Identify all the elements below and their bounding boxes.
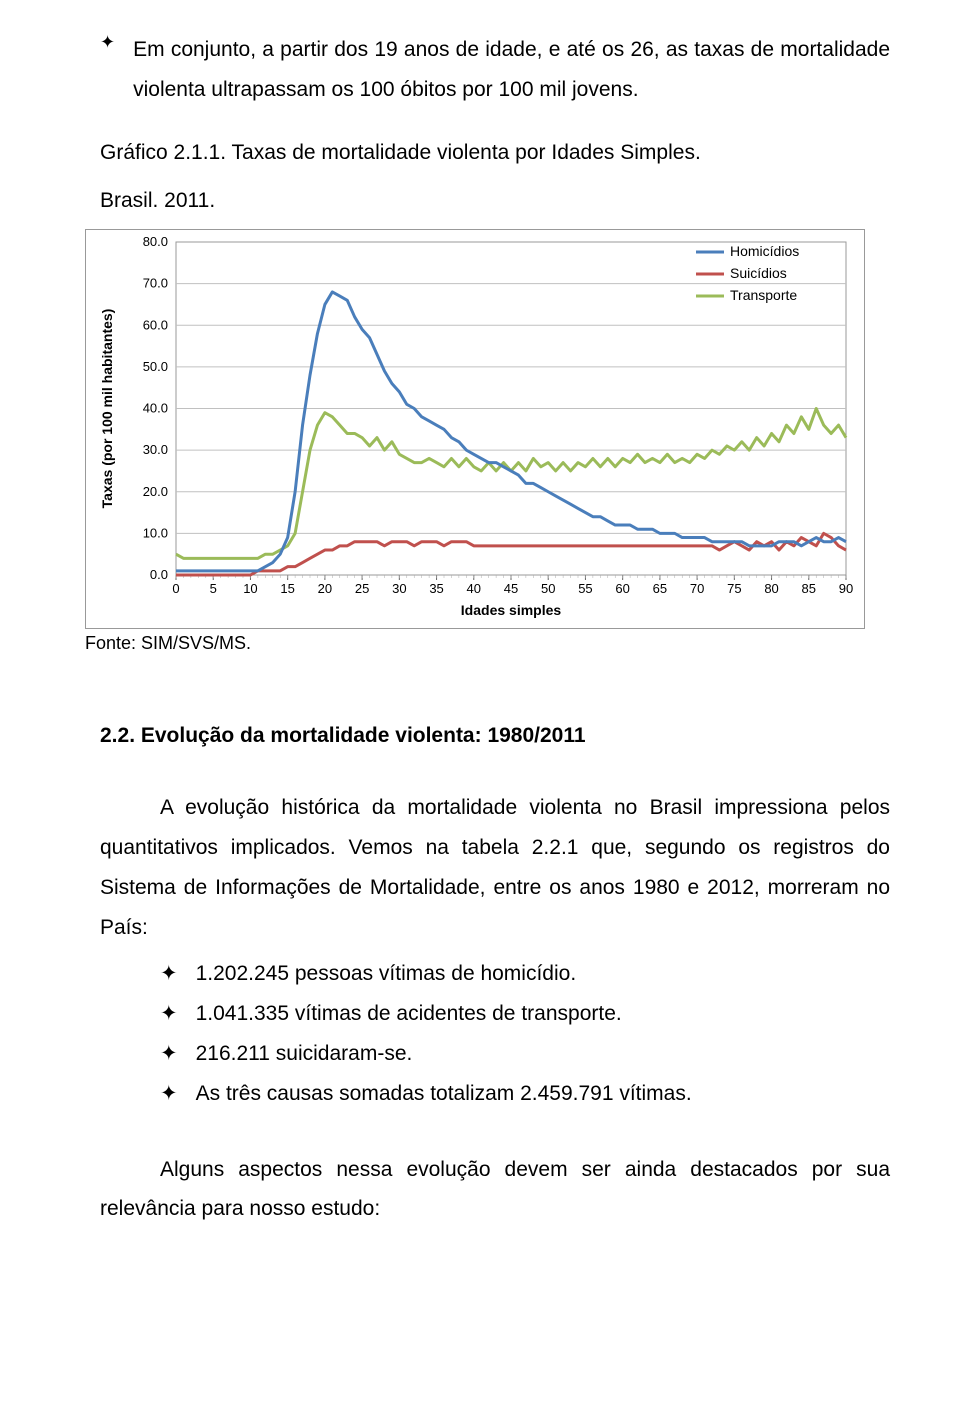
- svg-text:0.0: 0.0: [150, 567, 168, 582]
- body-paragraph: A evolução histórica da mortalidade viol…: [100, 788, 890, 948]
- svg-text:90: 90: [839, 581, 853, 596]
- svg-text:50.0: 50.0: [143, 359, 168, 374]
- svg-text:10: 10: [243, 581, 257, 596]
- svg-text:70: 70: [690, 581, 704, 596]
- intro-bullet-text: Em conjunto, a partir dos 19 anos de ida…: [133, 30, 890, 110]
- svg-text:85: 85: [802, 581, 816, 596]
- bullet-icon: ✦: [160, 994, 178, 1034]
- list-item-text: 216.211 suicidaram-se.: [196, 1034, 413, 1074]
- bullet-icon: ✦: [160, 1034, 178, 1074]
- svg-text:50: 50: [541, 581, 555, 596]
- svg-text:Homicídios: Homicídios: [730, 243, 799, 259]
- bullet-icon: ✦: [160, 954, 178, 994]
- svg-text:75: 75: [727, 581, 741, 596]
- svg-text:80.0: 80.0: [143, 234, 168, 249]
- svg-text:35: 35: [429, 581, 443, 596]
- svg-text:20: 20: [318, 581, 332, 596]
- list-item-text: 1.041.335 vítimas de acidentes de transp…: [196, 994, 622, 1034]
- svg-text:20.0: 20.0: [143, 484, 168, 499]
- intro-bullet-item: ✦ Em conjunto, a partir dos 19 anos de i…: [100, 30, 890, 110]
- svg-text:55: 55: [578, 581, 592, 596]
- bullet-list: ✦ 1.202.245 pessoas vítimas de homicídio.…: [160, 954, 890, 1114]
- svg-text:40.0: 40.0: [143, 401, 168, 416]
- list-item-text: 1.202.245 pessoas vítimas de homicídio.: [196, 954, 577, 994]
- bullet-icon: ✦: [160, 1074, 178, 1114]
- svg-text:70.0: 70.0: [143, 276, 168, 291]
- svg-text:5: 5: [210, 581, 217, 596]
- svg-text:0: 0: [172, 581, 179, 596]
- svg-text:30: 30: [392, 581, 406, 596]
- svg-text:40: 40: [467, 581, 481, 596]
- svg-text:30.0: 30.0: [143, 443, 168, 458]
- chart-container: 0.0 10.0 20.0 30.0 40.0 50.0 60.0 70.0 80.0 0 5 10 1…: [85, 229, 865, 629]
- svg-text:15: 15: [280, 581, 294, 596]
- final-paragraph: Alguns aspectos nessa evolução devem ser…: [100, 1150, 890, 1230]
- list-item: ✦ 216.211 suicidaram-se.: [160, 1034, 890, 1074]
- chart-caption-line1: Gráfico 2.1.1. Taxas de mortalidade viol…: [100, 134, 890, 172]
- svg-text:25: 25: [355, 581, 369, 596]
- svg-text:10.0: 10.0: [143, 526, 168, 541]
- svg-text:Suicídios: Suicídios: [730, 265, 787, 281]
- section-title: 2.2. Evolução da mortalidade violenta: 1…: [100, 724, 890, 748]
- list-item: ✦ 1.202.245 pessoas vítimas de homicídio.: [160, 954, 890, 994]
- svg-text:60.0: 60.0: [143, 318, 168, 333]
- svg-text:60: 60: [615, 581, 629, 596]
- svg-text:Transporte: Transporte: [730, 287, 797, 303]
- svg-text:65: 65: [653, 581, 667, 596]
- list-item: ✦ 1.041.335 vítimas de acidentes de trans…: [160, 994, 890, 1034]
- line-chart: 0.0 10.0 20.0 30.0 40.0 50.0 60.0 70.0 80.0 0 5 10 1…: [86, 230, 866, 630]
- list-item-text: As três causas somadas totalizam 2.459.7…: [196, 1074, 692, 1114]
- svg-text:45: 45: [504, 581, 518, 596]
- chart-caption-line2: Brasil. 2011.: [100, 182, 890, 220]
- svg-text:Idades simples: Idades simples: [461, 602, 562, 618]
- chart-source: Fonte: SIM/SVS/MS.: [85, 633, 890, 654]
- svg-text:80: 80: [764, 581, 778, 596]
- svg-text:Taxas (por 100 mil habitantes): Taxas (por 100 mil habitantes): [99, 309, 115, 509]
- bullet-icon: ✦: [100, 32, 115, 110]
- list-item: ✦ As três causas somadas totalizam 2.459.…: [160, 1074, 890, 1114]
